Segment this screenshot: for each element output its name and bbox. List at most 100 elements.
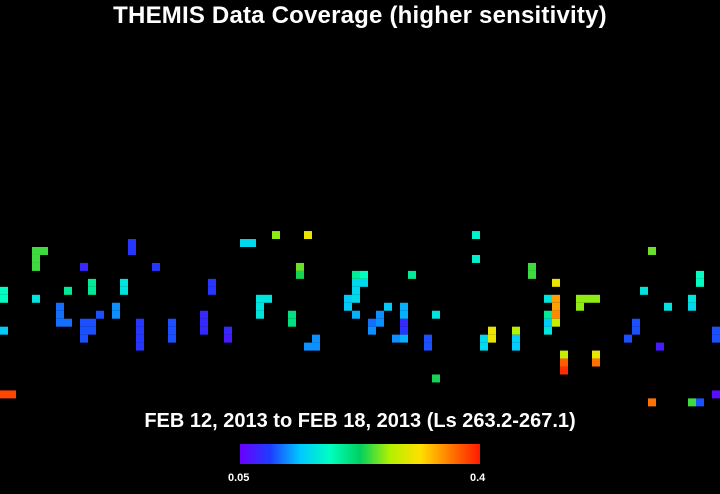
coverage-cell [352, 278, 360, 287]
coverage-cell [400, 310, 408, 319]
coverage-cell [288, 310, 296, 319]
coverage-cell [8, 390, 16, 399]
coverage-cell [64, 318, 72, 327]
coverage-cell [528, 270, 536, 279]
coverage-cell [408, 270, 416, 279]
coverage-cell [640, 286, 648, 295]
coverage-cell [480, 334, 488, 343]
coverage-cell [552, 318, 560, 327]
coverage-cell [64, 286, 72, 295]
coverage-cell [112, 310, 120, 319]
coverage-cell [592, 358, 600, 367]
coverage-cell [168, 334, 176, 343]
coverage-cell [712, 334, 720, 343]
coverage-cell [88, 278, 96, 287]
coverage-cell [400, 334, 408, 343]
coverage-cell [136, 318, 144, 327]
coverage-cell [256, 302, 264, 311]
coverage-cell [368, 318, 376, 327]
coverage-cell [208, 286, 216, 295]
coverage-cell [688, 294, 696, 303]
coverage-cell [168, 326, 176, 335]
coverage-cell [128, 247, 136, 255]
coverage-cell [632, 318, 640, 327]
coverage-cell [352, 294, 360, 303]
coverage-cell [32, 247, 40, 255]
coverage-cell [248, 239, 256, 247]
coverage-cell [344, 294, 352, 303]
coverage-cell [40, 247, 48, 255]
coverage-cell [80, 326, 88, 335]
coverage-cell [512, 334, 520, 343]
coverage-cell [88, 318, 96, 327]
coverage-cell [56, 310, 64, 319]
coverage-cell [96, 310, 104, 319]
coverage-cell [624, 334, 632, 343]
coverage-cell [352, 310, 360, 319]
chart-title: THEMIS Data Coverage (higher sensitivity… [113, 2, 607, 29]
coverage-cell [552, 302, 560, 311]
coverage-cell [136, 342, 144, 351]
coverage-cell [632, 326, 640, 335]
coverage-cell [200, 310, 208, 319]
coverage-cell [696, 270, 704, 279]
coverage-cell [168, 318, 176, 327]
colorbar-min-label: 0.05 [228, 472, 250, 484]
coverage-cell [120, 286, 128, 295]
colorbar-max-label: 0.4 [470, 472, 486, 484]
coverage-cell [240, 239, 248, 247]
coverage-cell [544, 318, 552, 327]
coverage-cell [432, 310, 440, 319]
coverage-cell [424, 334, 432, 343]
coverage-cell [32, 262, 40, 271]
coverage-cell [648, 398, 656, 407]
coverage-cell [136, 326, 144, 335]
coverage-cell [512, 342, 520, 351]
coverage-cell [80, 334, 88, 343]
coverage-cell [512, 326, 520, 335]
coverage-cell [224, 326, 232, 335]
coverage-cell [656, 342, 664, 351]
coverage-cell [296, 270, 304, 279]
coverage-cell [560, 366, 568, 375]
coverage-cell [296, 262, 304, 271]
coverage-cell [32, 294, 40, 303]
coverage-cell [0, 286, 8, 295]
coverage-cell [344, 302, 352, 311]
coverage-cell [432, 374, 440, 383]
coverage-cell [0, 390, 8, 399]
coverage-cell [480, 342, 488, 351]
coverage-cell [0, 326, 8, 335]
coverage-cell [312, 334, 320, 343]
coverage-cell [80, 318, 88, 327]
coverage-cell [424, 342, 432, 351]
coverage-cell [392, 334, 400, 343]
coverage-cell [208, 278, 216, 287]
coverage-cell [376, 318, 384, 327]
coverage-cell [544, 326, 552, 335]
coverage-cell [136, 334, 144, 343]
coverage-cell [696, 398, 704, 407]
coverage-cell [384, 302, 392, 311]
coverage-cell [552, 294, 560, 303]
coverage-cell [352, 286, 360, 295]
coverage-cell [368, 326, 376, 335]
coverage-cell [200, 326, 208, 335]
coverage-cell [360, 270, 368, 279]
coverage-cell [304, 231, 312, 240]
coverage-cell [696, 278, 704, 287]
coverage-cell [576, 294, 584, 303]
coverage-cell [400, 302, 408, 311]
coverage-cell [32, 254, 40, 263]
coverage-cell [120, 278, 128, 287]
coverage-cell [488, 334, 496, 343]
coverage-cell [256, 294, 264, 303]
coverage-cell [552, 278, 560, 287]
coverage-cell [88, 286, 96, 295]
coverage-cell [312, 342, 320, 351]
coverage-cell [400, 326, 408, 335]
coverage-cell [712, 390, 720, 399]
coverage-cell [264, 294, 272, 303]
coverage-cell [272, 231, 280, 240]
